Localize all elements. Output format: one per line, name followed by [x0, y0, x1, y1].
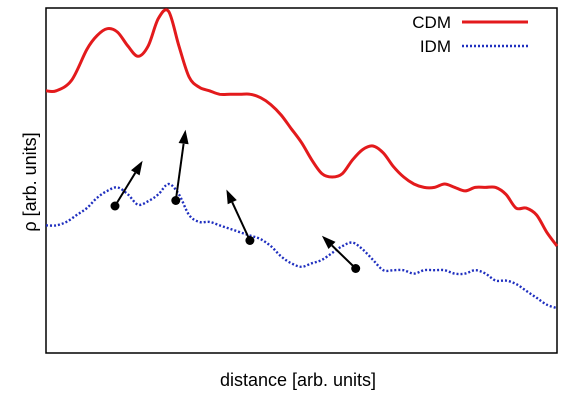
legend: CDM IDM	[412, 13, 528, 56]
arrow-head	[321, 235, 336, 249]
legend-label-cdm: CDM	[412, 13, 451, 32]
series-layer	[45, 8, 559, 310]
velocity-arrow-1	[110, 160, 143, 211]
arrow-head	[131, 160, 143, 176]
x-axis-label: distance [arb. units]	[220, 370, 376, 390]
velocity-arrow-2	[171, 129, 189, 205]
arrow-head	[226, 189, 237, 205]
arrow-origin-dot	[245, 236, 255, 245]
arrow-layer	[110, 129, 361, 273]
y-axis-label: ρ [arb. units]	[20, 132, 40, 231]
arrow-head	[178, 129, 189, 145]
legend-label-idm: IDM	[420, 37, 451, 56]
plot-frame	[45, 7, 558, 354]
velocity-arrow-4	[321, 235, 361, 273]
arrow-origin-dot	[351, 264, 361, 273]
velocity-arrow-3	[226, 189, 255, 245]
arrow-origin-dot	[110, 201, 120, 211]
series-line-idm	[45, 182, 558, 310]
arrow-shaft	[174, 143, 185, 201]
series-line-cdm	[45, 8, 559, 247]
arrow-origin-dot	[171, 196, 181, 205]
arrow-shaft	[114, 172, 137, 207]
arrow-shaft	[331, 244, 357, 270]
arrow-shaft	[231, 201, 251, 241]
